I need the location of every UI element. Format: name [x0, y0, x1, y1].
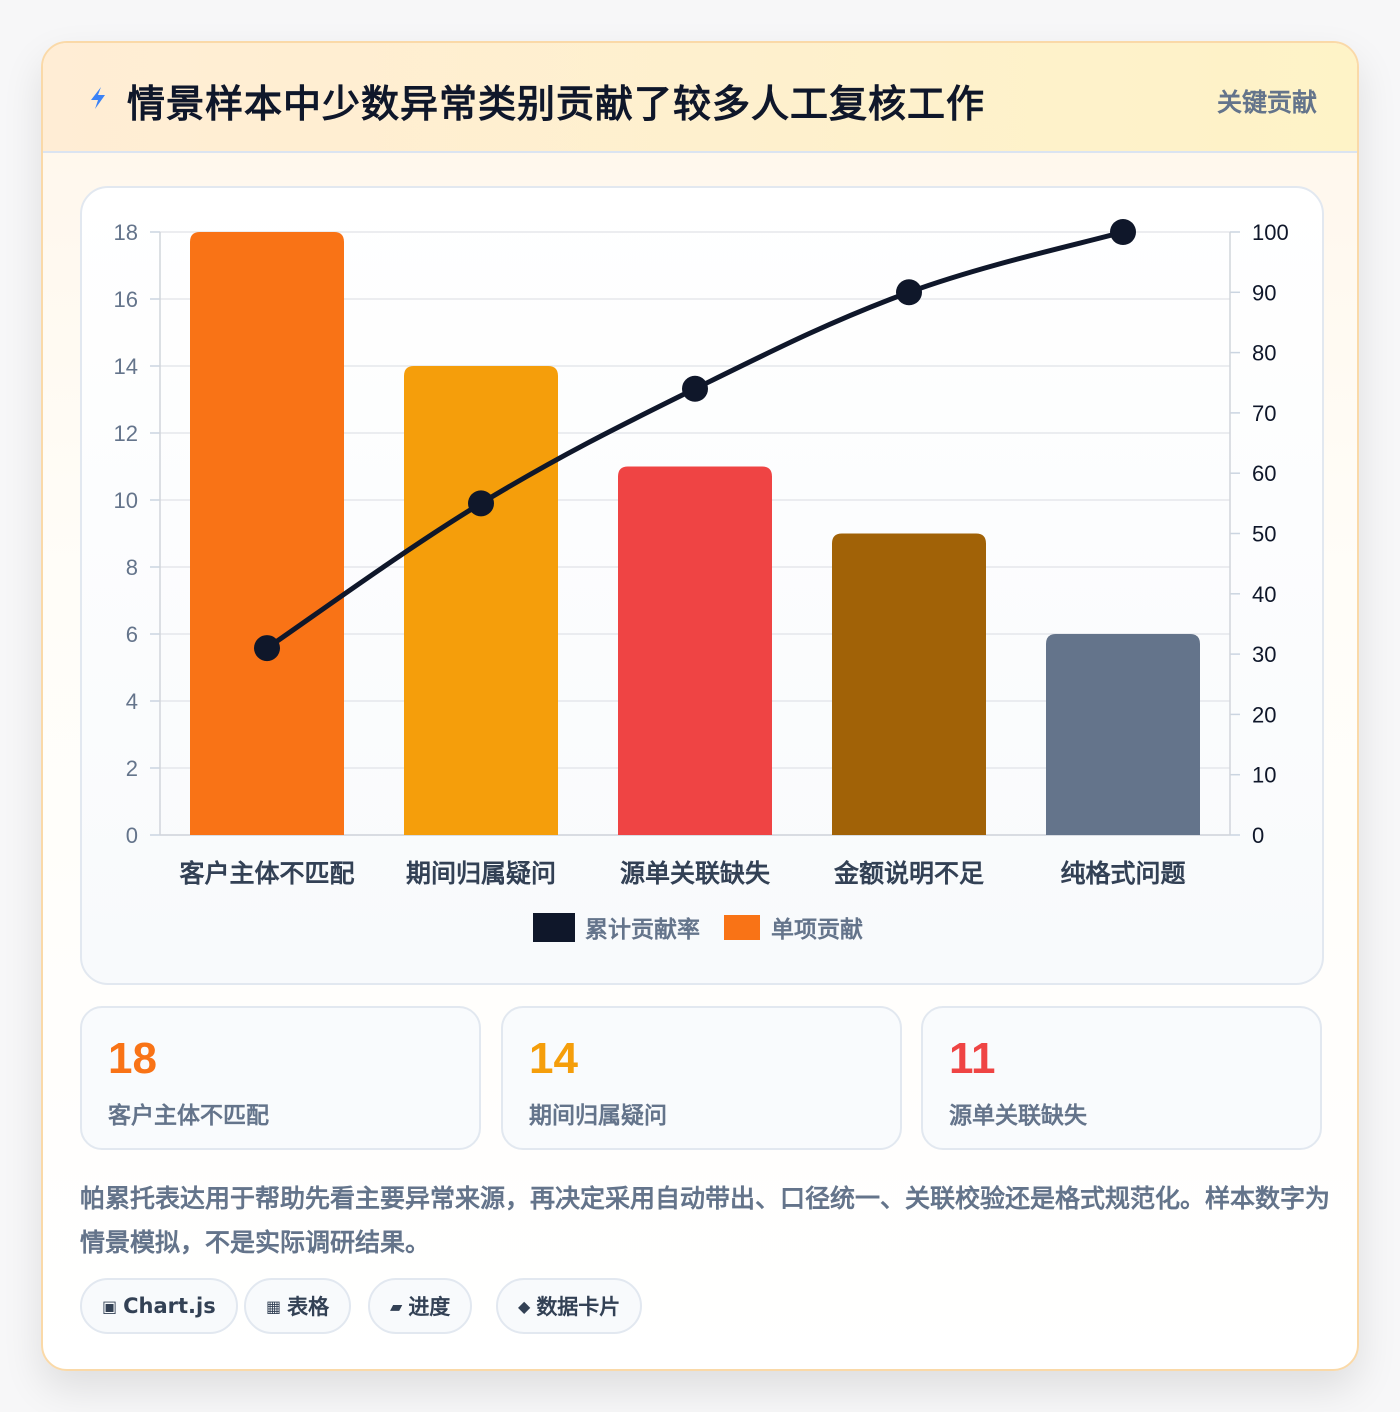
stat-value: 14: [529, 1034, 578, 1083]
bar-1: [190, 232, 344, 835]
y2-tick-label: 30: [1252, 642, 1276, 667]
y-tick-label: 18: [114, 220, 138, 245]
bar-3: [618, 466, 772, 835]
stat-card-3: 11 源单关联缺失: [921, 1006, 1322, 1150]
stat-value: 18: [108, 1034, 157, 1083]
y2-tick-label: 60: [1252, 461, 1276, 486]
y-tick-label: 4: [126, 689, 138, 714]
legend-swatch-cumulative: [533, 913, 575, 942]
stat-cards: 18 客户主体不匹配 14 期间归属疑问 11 源单关联缺失: [80, 1006, 1324, 1150]
tag-label: Chart.js: [123, 1294, 216, 1318]
tag-chartjs[interactable]: ▣ Chart.js: [80, 1278, 238, 1334]
x-tick-label: 金额说明不足: [833, 859, 984, 888]
y2-tick-label: 40: [1252, 582, 1276, 607]
tag-table[interactable]: ▦ 表格: [244, 1278, 352, 1334]
legend-label-cumulative: 累计贡献率: [585, 916, 700, 943]
y-tick-label: 6: [126, 622, 138, 647]
x-tick-label: 纯格式问题: [1060, 859, 1185, 888]
y2-tick-label: 0: [1252, 823, 1264, 848]
report-card: 情景样本中少数异常类别贡献了较多人工复核工作 关键贡献 0 2 4 6 8 10 12 14 1…: [41, 41, 1359, 1371]
bar-5: [1046, 634, 1200, 835]
y-tick-label: 8: [126, 555, 138, 580]
lightning-bolt-icon: [91, 87, 105, 109]
tag-data-card[interactable]: ◆ 数据卡片: [496, 1278, 643, 1334]
stat-label: 期间归属疑问: [529, 1103, 667, 1129]
y2-tick-label: 20: [1252, 702, 1276, 727]
x-tick-label: 期间归属疑问: [406, 859, 556, 888]
stat-card-2: 14 期间归属疑问: [501, 1006, 902, 1150]
stat-card-1: 18 客户主体不匹配: [80, 1006, 481, 1150]
cumulative-point-2: [468, 490, 494, 517]
bar-4: [832, 533, 986, 835]
y2-tick-label: 70: [1252, 401, 1276, 426]
chart-description: 帕累托表达用于帮助先看主要异常来源，再决定采用自动带出、口径统一、关联校验还是格…: [80, 1184, 1331, 1257]
y2-tick-label: 10: [1252, 763, 1276, 788]
x-tick-label: 源单关联缺失: [620, 859, 771, 888]
x-tick-label: 客户主体不匹配: [179, 859, 354, 888]
chart-panel: 0 2 4 6 8 10 12 14 16 18 0 10 20 30 40 50 60 70 80 90 100 客户主…: [80, 186, 1324, 985]
tag-progress[interactable]: ▰ 进度: [368, 1278, 473, 1334]
tag-label: 进度: [408, 1295, 451, 1319]
stat-label: 源单关联缺失: [949, 1103, 1087, 1129]
bar-2: [404, 366, 558, 835]
y-tick-label: 14: [114, 354, 138, 379]
chart-icon: ▣: [102, 1296, 118, 1316]
progress-icon: ▰: [390, 1296, 403, 1316]
y-tick-label: 2: [126, 756, 138, 781]
key-contribution-badge: 关键贡献: [1216, 88, 1317, 117]
stat-label: 客户主体不匹配: [108, 1103, 269, 1129]
y-tick-label: 16: [114, 287, 138, 312]
cumulative-point-1: [254, 635, 280, 662]
y2-tick-label: 100: [1252, 220, 1289, 245]
tag-label: 数据卡片: [536, 1295, 621, 1319]
pareto-chart: 0 2 4 6 8 10 12 14 16 18 0 10 20 30 40 50 60 70 80 90 100 客户主…: [114, 219, 1289, 943]
cumulative-point-5: [1110, 219, 1136, 245]
y-tick-label: 10: [114, 488, 138, 513]
legend-swatch-single: [724, 915, 760, 940]
y2-tick-label: 50: [1252, 522, 1276, 547]
y-tick-label: 0: [126, 823, 138, 848]
stat-value: 11: [949, 1034, 996, 1083]
tag-label: 表格: [287, 1295, 330, 1319]
page-title: 情景样本中少数异常类别贡献了较多人工复核工作: [127, 82, 986, 126]
data-card-icon: ◆: [518, 1296, 531, 1316]
y-tick-label: 12: [114, 421, 138, 446]
y2-tick-label: 80: [1252, 341, 1276, 366]
y2-tick-label: 90: [1252, 280, 1276, 305]
table-icon: ▦: [266, 1296, 282, 1316]
card-header: 情景样本中少数异常类别贡献了较多人工复核工作 关键贡献: [43, 43, 1357, 153]
cumulative-point-3: [682, 375, 708, 402]
cumulative-point-4: [896, 279, 922, 306]
legend-label-single: 单项贡献: [771, 917, 863, 943]
